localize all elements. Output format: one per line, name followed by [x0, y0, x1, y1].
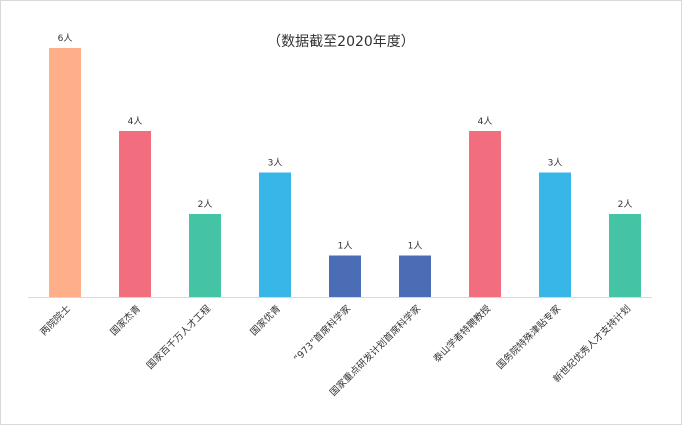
bar — [189, 214, 221, 297]
bar — [469, 131, 501, 297]
x-tick-label: 国家优青 — [248, 303, 283, 338]
value-label: 2人 — [618, 199, 633, 210]
bar — [259, 172, 291, 297]
bar — [49, 48, 81, 297]
value-label: 6人 — [58, 33, 73, 44]
bar — [399, 255, 431, 297]
x-tick-label: 国家百千万人才工程 — [144, 302, 213, 371]
value-label: 3人 — [548, 158, 563, 169]
chart-title: （数据截至2020年度） — [267, 34, 415, 50]
value-label: 1人 — [408, 241, 423, 252]
value-label: 3人 — [268, 158, 283, 169]
x-tick-label: 新世纪优秀人才支持计划 — [551, 303, 633, 385]
value-label: 1人 — [338, 241, 353, 252]
value-label: 4人 — [128, 116, 143, 127]
value-label: 2人 — [198, 199, 213, 210]
bar — [119, 131, 151, 297]
x-tick-label: 泰山学者特聘教授 — [431, 302, 494, 365]
value-label: 4人 — [478, 116, 493, 127]
bar — [609, 214, 641, 297]
x-tick-label: 国家杰青 — [108, 303, 143, 338]
x-tick-label: 两院院士 — [38, 302, 74, 338]
x-tick-label: “973”首席科学家 — [291, 302, 353, 364]
bar — [539, 172, 571, 297]
x-tick-label: 国务院特殊津贴专家 — [494, 302, 563, 371]
bar — [329, 255, 361, 297]
